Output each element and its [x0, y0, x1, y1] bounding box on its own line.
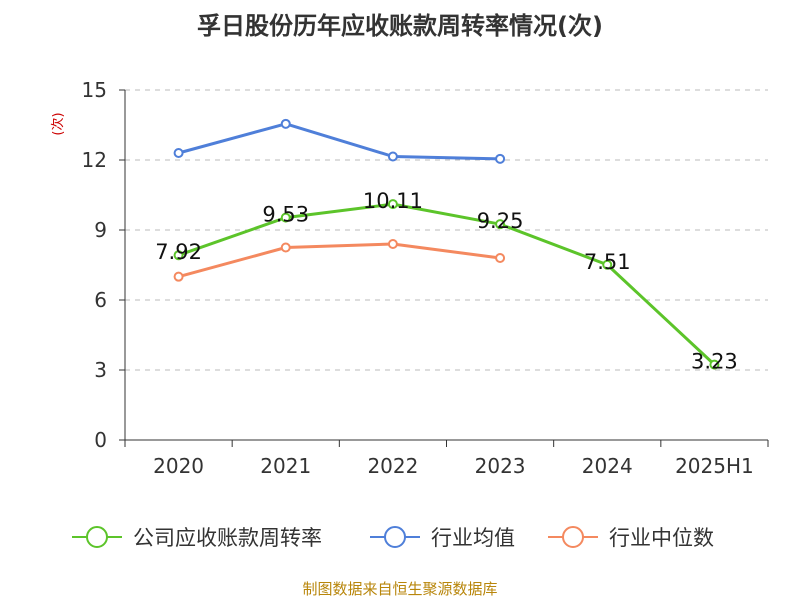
y-axis-label: (次): [50, 112, 66, 135]
x-tick-label: 2025H1: [675, 454, 754, 478]
series-2: [173, 239, 506, 282]
y-tick-label: 12: [82, 148, 107, 172]
data-point: [602, 259, 613, 270]
y-tick-label: 3: [94, 358, 107, 382]
data-point: [280, 118, 291, 129]
data-label: 10.11: [363, 189, 423, 213]
data-point: [387, 151, 398, 162]
data-point: [173, 271, 184, 282]
data-point: [173, 250, 184, 261]
data-label: 9.53: [262, 203, 309, 227]
gridlines: [125, 89, 768, 371]
data-label: 3.23: [691, 350, 738, 374]
data-point: [173, 148, 184, 158]
data-point: [495, 253, 506, 263]
data-label: 7.51: [584, 250, 631, 274]
series-group: [173, 118, 720, 370]
data-label: 7.92: [155, 240, 202, 264]
legend-label: 公司应收账款周转率: [133, 526, 322, 550]
x-tick-label: 2024: [582, 454, 633, 478]
source-note: 制图数据来自恒生聚源数据库: [302, 580, 497, 598]
chart-title: 孚日股份历年应收账款周转率情况(次): [197, 12, 603, 40]
x-tick-label: 2021: [260, 454, 311, 478]
series-0: [173, 199, 720, 370]
series-line: [178, 122, 501, 161]
legend-item-0[interactable]: 公司应收账款周转率: [72, 526, 322, 550]
series-1: [173, 118, 506, 164]
data-point: [495, 153, 506, 164]
legend-swatch-marker: [562, 526, 584, 548]
data-label: 9.25: [477, 209, 524, 233]
y-tick-label: 9: [94, 218, 107, 242]
legend-swatch-marker: [86, 526, 108, 548]
x-tick-label: 2022: [367, 454, 418, 478]
data-point: [709, 359, 720, 370]
legend-label: 行业均值: [431, 526, 515, 550]
x-tick-label: 2023: [475, 454, 526, 478]
data-point: [387, 199, 398, 210]
data-point: [280, 212, 291, 223]
x-tick-label: 2020: [153, 454, 204, 478]
y-tick-label: 6: [94, 288, 107, 312]
data-point: [495, 219, 506, 230]
legend-swatch-marker: [384, 526, 406, 548]
legend-item-2[interactable]: 行业中位数: [548, 526, 714, 550]
data-point: [280, 242, 291, 253]
legend-label: 行业中位数: [609, 526, 714, 550]
legend: 公司应收账款周转率 行业均值 行业中位数: [72, 526, 714, 550]
series-line: [178, 202, 716, 366]
y-tick-label: 0: [94, 428, 107, 452]
legend-item-1[interactable]: 行业均值: [370, 526, 515, 550]
data-labels: 7.92 9.53 10.11 9.25 7.51 3.23: [155, 189, 738, 374]
data-point: [387, 239, 398, 249]
y-tick-label: 15: [82, 78, 107, 102]
series-line: [178, 242, 501, 279]
axes: 0 3 6 9 12 15 2020 2021 2022 2023 2024 2025H1: [82, 78, 769, 478]
